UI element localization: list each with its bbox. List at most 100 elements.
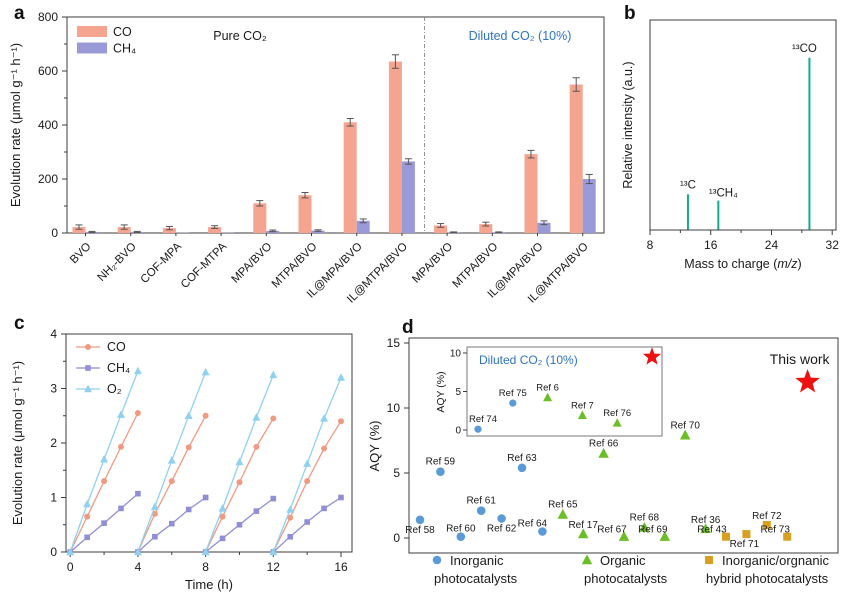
y-tick-label: 600: [38, 64, 58, 78]
x-tick-label: 16: [704, 238, 718, 252]
ref-point: [783, 532, 792, 541]
legend-label-line1: Inorganic/orgnanic: [722, 553, 829, 568]
category-label: MTPA/BVO: [451, 241, 501, 291]
bar: [72, 227, 86, 233]
x-tick-label: 32: [826, 238, 840, 252]
peak-label: ¹³C: [680, 179, 696, 191]
legend-label: CO: [107, 340, 126, 354]
data-point: [303, 459, 312, 467]
panel-label-b: b: [624, 3, 636, 24]
x-tick-label: 8: [647, 238, 654, 252]
bar: [356, 220, 370, 233]
category-label: MPA/BVO: [410, 241, 455, 286]
series-co: [67, 410, 344, 555]
ref-point-label: Ref 61: [466, 496, 496, 507]
ref-point-label: Ref 63: [507, 453, 537, 464]
data-point: [269, 547, 278, 556]
legend-marker: [84, 384, 92, 393]
data-point: [202, 412, 209, 419]
bar: [401, 161, 415, 233]
series-ch: [67, 490, 344, 555]
panel-label-c: c: [14, 313, 25, 334]
series-ch4-bars: [85, 158, 596, 233]
data-point: [236, 479, 243, 486]
bar: [479, 224, 493, 233]
peak-label: ¹³CH₄: [709, 188, 738, 200]
plot-border: [649, 19, 837, 231]
ref-point: [679, 429, 691, 440]
y-tick-label: 0: [393, 531, 400, 545]
legend-marker: [705, 556, 713, 564]
data-point: [321, 505, 327, 512]
category-label: COF-MPA: [139, 240, 185, 286]
ref-point-label: Ref 67: [597, 525, 627, 536]
inset-ref-point-label: Ref 6: [536, 383, 559, 394]
data-point: [152, 533, 158, 540]
x-tick-label: 12: [267, 560, 281, 574]
section-label-pure-co2: Pure CO₂: [213, 29, 267, 43]
panel-label-d: d: [402, 317, 414, 338]
x-tick-label: 4: [135, 560, 142, 574]
ref-point: [639, 521, 650, 532]
bar: [343, 122, 357, 233]
data-point: [270, 415, 277, 422]
ref-point-label: Ref 62: [487, 524, 517, 535]
data-point: [133, 366, 142, 375]
bar: [524, 154, 538, 233]
category-label: NH₂-BVO: [96, 241, 139, 284]
ref-point: [476, 506, 486, 515]
data-point: [185, 506, 192, 513]
inset-y-tick-label: 5: [455, 387, 461, 398]
inset-y-tick-label: 10: [450, 349, 462, 360]
data-point: [270, 495, 277, 502]
ref-point-label: Ref 43: [697, 525, 727, 536]
data-point: [304, 478, 311, 485]
data-point: [320, 414, 329, 422]
data-point: [135, 490, 141, 497]
this-work-star: [795, 369, 820, 393]
legend-label-line1: Organic: [600, 553, 646, 568]
inset-ref-point: [577, 410, 587, 419]
data-point: [184, 411, 193, 419]
ref-point: [762, 521, 771, 529]
data-point: [286, 505, 295, 513]
data-point: [252, 413, 261, 421]
legend-label: CH₄: [113, 42, 136, 56]
ref-point-label: Ref 58: [405, 525, 435, 536]
data-point: [287, 514, 294, 521]
ref-point: [659, 531, 671, 541]
panel-label-a: a: [14, 3, 25, 24]
data-point: [235, 457, 244, 466]
data-point: [236, 521, 243, 528]
y-tick-label: 15: [387, 336, 401, 350]
x-axis-title: Time (h): [185, 577, 233, 592]
ref-point-label: Ref 64: [518, 519, 548, 530]
ref-point: [517, 463, 527, 473]
ref-point: [436, 467, 445, 477]
data-point: [338, 418, 344, 425]
ref-point: [598, 447, 609, 458]
ref-point: [618, 531, 630, 541]
y-axis-title: AQY (%): [367, 420, 382, 471]
y-tick-label: 10: [387, 401, 401, 415]
ref-point-label: Ref 65: [548, 500, 578, 511]
ref-point-label: Ref 36: [691, 515, 721, 526]
y-tick-label: 1: [50, 491, 57, 505]
legend-label: CO: [113, 25, 132, 39]
data-point: [218, 504, 227, 512]
ref-point: [415, 515, 425, 525]
data-point: [338, 494, 344, 501]
y-tick-label: 4: [50, 327, 57, 341]
inset-ref-point: [474, 425, 482, 433]
section-label-diluted-co2: Diluted CO₂ (10%): [469, 29, 572, 43]
inset-y-axis-title: AQY (%): [435, 371, 447, 412]
y-axis-title: Evolution rate (μmol g⁻¹ h⁻¹): [10, 361, 25, 525]
x-tick-label: 16: [334, 560, 348, 574]
plot-border: [66, 16, 605, 234]
y-tick-label: 0: [50, 545, 57, 559]
panel-a-bar-chart: 0 200 400 600 800 Evolution rate (μmol g⁻¹ h⁻…: [8, 10, 605, 306]
legend-marker: [85, 365, 91, 371]
